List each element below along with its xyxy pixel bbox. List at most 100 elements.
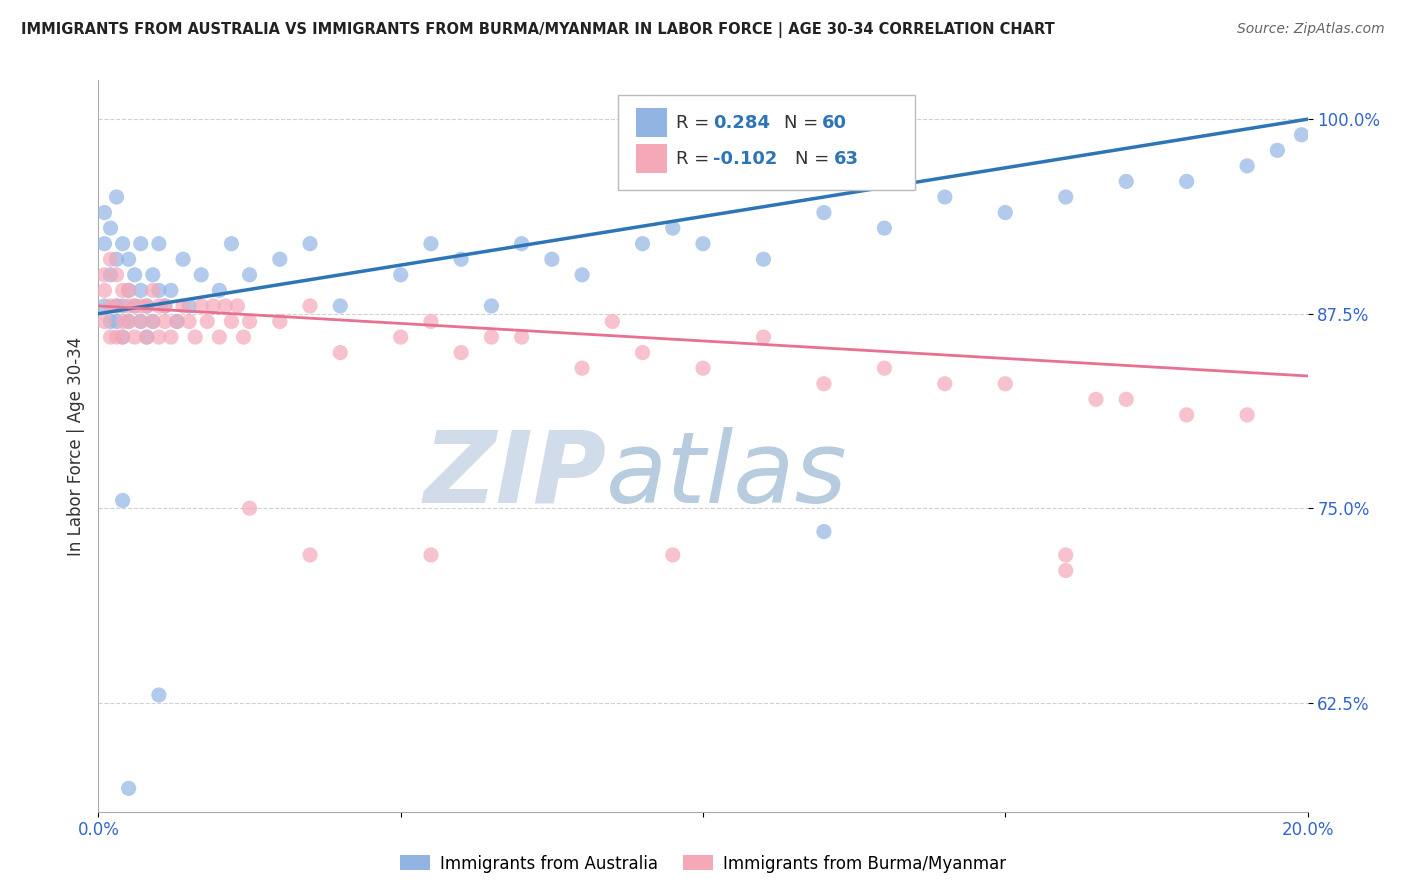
Point xyxy=(540,252,562,267)
Point xyxy=(184,330,207,344)
Point xyxy=(873,221,896,235)
Point xyxy=(142,268,165,282)
Point xyxy=(148,284,170,298)
Point xyxy=(208,284,231,298)
Point xyxy=(93,314,115,328)
FancyBboxPatch shape xyxy=(637,108,666,137)
Point xyxy=(100,221,122,235)
Point xyxy=(389,330,412,344)
Point xyxy=(214,299,236,313)
Point xyxy=(93,299,115,313)
Point xyxy=(166,314,188,328)
Point xyxy=(420,314,443,328)
Point xyxy=(450,345,472,359)
Point xyxy=(93,284,115,298)
Point xyxy=(661,548,683,562)
Point xyxy=(166,314,188,328)
Point xyxy=(329,299,352,313)
FancyBboxPatch shape xyxy=(619,95,915,190)
Point xyxy=(239,268,262,282)
Point xyxy=(481,330,503,344)
Point xyxy=(118,314,141,328)
Point xyxy=(153,299,176,313)
Point xyxy=(105,190,128,204)
Point xyxy=(148,299,170,313)
Point xyxy=(100,299,122,313)
Point xyxy=(93,205,115,219)
Point xyxy=(420,236,443,251)
Point xyxy=(179,314,201,328)
Point xyxy=(239,501,262,516)
Point xyxy=(1054,190,1077,204)
Point xyxy=(510,236,533,251)
Point xyxy=(813,524,835,539)
Point xyxy=(105,299,128,313)
Point xyxy=(100,330,122,344)
Point xyxy=(602,314,624,328)
Point xyxy=(1236,159,1258,173)
Point xyxy=(510,330,533,344)
Point xyxy=(299,299,322,313)
Point xyxy=(111,314,134,328)
Point xyxy=(934,190,956,204)
Point xyxy=(239,314,262,328)
Point xyxy=(118,314,141,328)
Point xyxy=(142,284,165,298)
Point xyxy=(105,299,128,313)
Point xyxy=(105,314,128,328)
Point xyxy=(994,376,1017,391)
Point xyxy=(208,330,231,344)
Point xyxy=(692,236,714,251)
Point xyxy=(129,284,152,298)
Point xyxy=(299,548,322,562)
Text: atlas: atlas xyxy=(606,426,848,524)
Point xyxy=(1054,548,1077,562)
Point xyxy=(329,345,352,359)
Point xyxy=(269,314,291,328)
Point xyxy=(1236,408,1258,422)
Point xyxy=(111,330,134,344)
Point xyxy=(226,299,249,313)
Text: 63: 63 xyxy=(834,150,859,168)
Point xyxy=(813,205,835,219)
Text: N =: N = xyxy=(785,113,824,132)
Point xyxy=(631,345,654,359)
Point xyxy=(105,252,128,267)
Point xyxy=(1115,174,1137,188)
Point xyxy=(111,330,134,344)
Point xyxy=(129,236,152,251)
Point xyxy=(1175,408,1198,422)
Point xyxy=(153,299,176,313)
Point xyxy=(221,236,243,251)
Point xyxy=(1085,392,1108,407)
Point xyxy=(118,284,141,298)
Point xyxy=(148,688,170,702)
Point xyxy=(631,236,654,251)
Point xyxy=(813,376,835,391)
Point xyxy=(135,330,157,344)
Point xyxy=(1267,144,1289,158)
Text: R =: R = xyxy=(676,150,716,168)
Text: Source: ZipAtlas.com: Source: ZipAtlas.com xyxy=(1237,22,1385,37)
Point xyxy=(135,299,157,313)
Point xyxy=(118,284,141,298)
Text: IMMIGRANTS FROM AUSTRALIA VS IMMIGRANTS FROM BURMA/MYANMAR IN LABOR FORCE | AGE : IMMIGRANTS FROM AUSTRALIA VS IMMIGRANTS … xyxy=(21,22,1054,38)
Point xyxy=(994,205,1017,219)
Point xyxy=(100,314,122,328)
Point xyxy=(221,314,243,328)
Point xyxy=(93,236,115,251)
Point xyxy=(661,221,683,235)
Point xyxy=(450,252,472,267)
Point xyxy=(160,330,183,344)
Point xyxy=(111,299,134,313)
Point xyxy=(124,268,146,282)
Point xyxy=(105,330,128,344)
Point xyxy=(160,284,183,298)
Point xyxy=(232,330,254,344)
Point xyxy=(135,299,157,313)
Point xyxy=(1115,392,1137,407)
Point xyxy=(190,268,212,282)
Point xyxy=(148,236,170,251)
Point xyxy=(692,361,714,376)
Point xyxy=(105,268,128,282)
